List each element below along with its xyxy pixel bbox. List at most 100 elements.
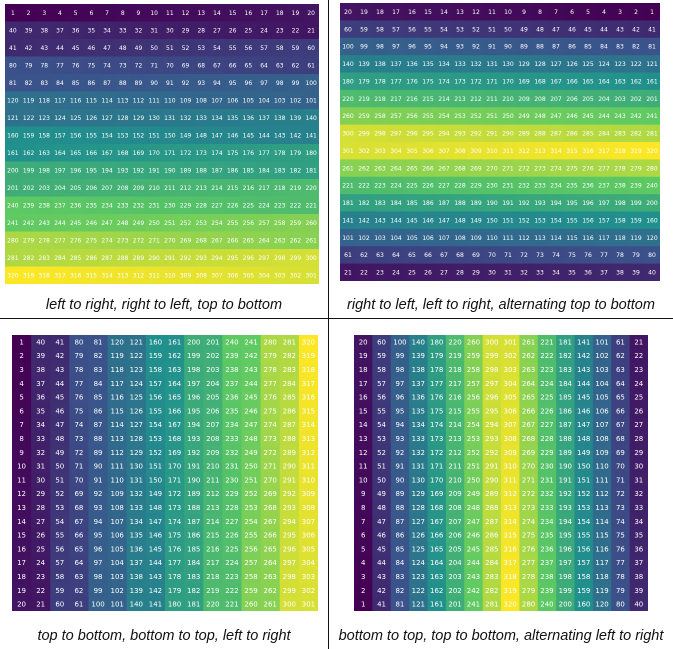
grid-cell-label: 194 xyxy=(187,421,201,429)
grid-cell xyxy=(484,37,501,56)
grid-cell xyxy=(596,194,613,212)
grid-cell-label: 79 xyxy=(25,62,33,69)
grid-cell xyxy=(468,72,485,91)
grid-cell-label: 15 xyxy=(17,532,26,540)
grid-cell xyxy=(50,362,70,377)
grid-cell-label: 209 xyxy=(518,96,530,103)
grid-cell-label: 26 xyxy=(36,532,45,540)
grid-cell-label: 162 xyxy=(630,78,642,85)
grid-cell-label: 159 xyxy=(149,352,162,360)
grid-cell xyxy=(372,3,389,21)
grid-cell-label: 306 xyxy=(422,148,434,155)
grid-cell-label: 132 xyxy=(470,61,482,68)
grid-cell-label: 303 xyxy=(374,148,386,155)
grid-cell xyxy=(436,194,453,212)
grid-cell-label: 177 xyxy=(168,559,181,567)
grid-cell xyxy=(287,249,304,267)
grid-cell-label: 254 xyxy=(467,421,481,429)
grid-cell xyxy=(644,194,660,212)
grid-cell-label: 148 xyxy=(454,217,466,224)
grid-cell xyxy=(99,4,116,22)
grid-cell xyxy=(574,569,594,584)
grid-cell-label: 118 xyxy=(39,97,51,104)
grid-cell-label: 213 xyxy=(454,96,466,103)
grid-cell xyxy=(420,176,437,195)
grid-cell xyxy=(203,459,223,474)
grid-cell-label: 232 xyxy=(540,490,553,498)
grid-cell-label: 292 xyxy=(485,449,498,457)
grid-cell-label: 12 xyxy=(472,9,480,16)
grid-cell-label: 252 xyxy=(470,113,482,120)
grid-cell-label: 144 xyxy=(149,559,163,567)
grid-cell-label: 205 xyxy=(206,394,219,402)
grid-cell xyxy=(548,20,565,39)
grid-cell xyxy=(612,89,629,108)
grid-cell-label: 26 xyxy=(229,27,237,34)
grid-cell-label: 186 xyxy=(422,200,434,207)
grid-cell-label: 242 xyxy=(467,587,480,595)
grid-cell-label: 231 xyxy=(502,183,514,190)
grid-cell-label: 99 xyxy=(292,80,300,87)
grid-cell-label: 201 xyxy=(646,96,658,103)
grid-cell-label: 47 xyxy=(552,26,560,33)
grid-cell xyxy=(99,74,116,92)
grid-cell-label: 234 xyxy=(225,421,239,429)
grid-cell-label: 39 xyxy=(25,27,33,34)
grid-cell-label: 222 xyxy=(225,587,238,595)
grid-cell xyxy=(516,228,533,247)
grid-cell-label: 233 xyxy=(225,435,238,443)
grid-cell xyxy=(611,597,631,611)
grid-cell xyxy=(468,263,485,281)
grid-cell xyxy=(592,362,612,377)
grid-cell xyxy=(209,161,226,180)
grid-cell-label: 180 xyxy=(342,78,354,85)
grid-cell xyxy=(12,404,32,419)
grid-cell xyxy=(36,249,53,267)
grid-cell-label: 319 xyxy=(302,352,315,360)
grid-cell xyxy=(501,335,520,350)
grid-cell-label: 262 xyxy=(290,237,302,244)
grid-cell xyxy=(303,74,319,92)
grid-cell-label: 63 xyxy=(74,573,83,581)
grid-cell-label: 69 xyxy=(182,62,190,69)
grid-cell xyxy=(241,528,262,543)
grid-cell-label: 54 xyxy=(440,26,448,33)
grid-cell-label: 223 xyxy=(274,202,286,209)
grid-cell-label: 87 xyxy=(94,421,103,429)
grid-heatmap-2: 20 19 18 17 16 15 14 13 12 11 10 9 8 7 6 5 4 3 2 160 59 58 57 5… xyxy=(340,3,660,281)
grid-cell xyxy=(580,228,597,247)
grid-cell-label: 11 xyxy=(166,10,174,17)
grid-cell xyxy=(114,74,131,92)
grid-cell xyxy=(409,583,428,598)
grid-cell-label: 277 xyxy=(522,559,535,567)
grid-cell xyxy=(388,228,405,247)
grid-cell-label: 259 xyxy=(467,352,480,360)
grid-cell-label: 217 xyxy=(258,185,270,192)
grid-cell-label: 317 xyxy=(302,380,315,388)
grid-cell xyxy=(390,597,410,611)
grid-cell-label: 260 xyxy=(467,338,480,346)
grid-cell-label: 43 xyxy=(40,45,48,52)
grid-cell-label: 307 xyxy=(302,518,315,526)
grid-cell xyxy=(222,362,242,377)
grid-cell xyxy=(165,362,185,377)
grid-cell-label: 45 xyxy=(584,26,592,33)
grid-cell-label: 102 xyxy=(595,352,608,360)
grid-cell-label: 244 xyxy=(54,220,66,227)
grid-cell-label: 186 xyxy=(559,407,572,415)
grid-cell-label: 94 xyxy=(396,421,405,429)
grid-cell-label: 269 xyxy=(470,165,482,172)
grid-cell xyxy=(20,91,37,110)
grid-cell xyxy=(482,514,502,529)
grid-cell-label: 213 xyxy=(196,185,208,192)
grid-cell-label: 6 xyxy=(570,9,574,16)
grid-cell-label: 5 xyxy=(74,10,78,17)
grid-cell xyxy=(519,486,539,501)
grid-cell xyxy=(372,20,389,39)
grid-cell xyxy=(126,555,147,570)
grid-cell-label: 126 xyxy=(412,532,425,540)
grid-cell xyxy=(241,500,262,515)
grid-cell-label: 259 xyxy=(244,587,257,595)
grid-cell-label: 28 xyxy=(36,504,45,512)
grid-cell-label: 158 xyxy=(614,217,626,224)
